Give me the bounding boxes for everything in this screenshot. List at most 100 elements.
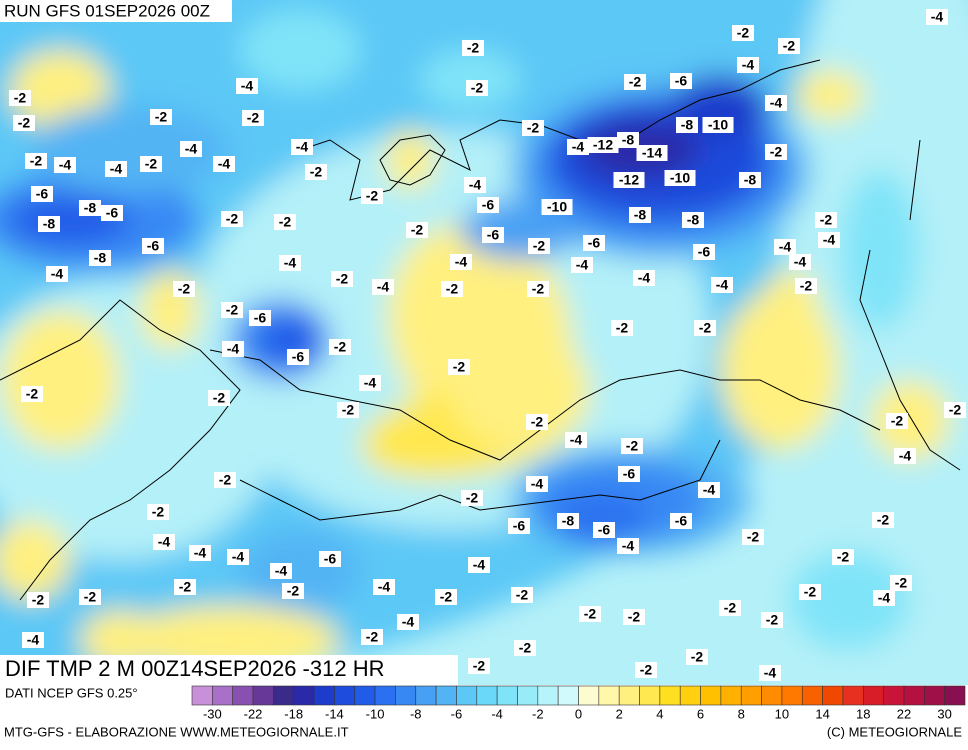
contour-label: -12 — [593, 137, 613, 153]
contour-label: -4 — [794, 254, 807, 270]
contour-label: -2 — [226, 302, 239, 318]
coastlines — [0, 59, 961, 601]
colorbar-swatch — [395, 685, 417, 706]
contour-label-box — [670, 513, 692, 529]
contour-label: -6 — [254, 310, 267, 326]
contour-label-box — [686, 649, 708, 665]
colorbar-swatch — [232, 685, 254, 706]
contour-label: -2 — [804, 584, 817, 600]
contour-label-box — [140, 156, 162, 172]
run-box — [0, 0, 232, 22]
contour-label: -8 — [622, 132, 635, 148]
contour-label: -4 — [823, 232, 836, 248]
contour-label-box — [31, 186, 53, 202]
colorbar-swatch — [801, 685, 823, 706]
contour-label-box — [633, 270, 655, 286]
contour-label-box — [221, 302, 243, 318]
contour-label-box — [450, 254, 472, 270]
contour-label: -2 — [533, 238, 546, 254]
contour-label-box — [567, 139, 589, 155]
contour-label: -4 — [218, 156, 231, 172]
contour-label-box — [557, 513, 579, 529]
temperature-field — [0, 0, 968, 685]
contour-label: -2 — [18, 115, 31, 131]
contour-label-box — [702, 117, 734, 133]
contour-label-box — [242, 110, 264, 126]
contour-label: -6 — [588, 235, 601, 251]
contour-label-box — [462, 40, 484, 56]
colorbar-swatch — [578, 685, 600, 706]
colorbar-tick-label: 18 — [856, 706, 870, 721]
colorbar-swatch — [456, 685, 478, 706]
contour-label: -6 — [675, 513, 688, 529]
contour-label-box — [676, 117, 698, 133]
contour-label: -2 — [766, 612, 779, 628]
contour-label: -2 — [877, 512, 890, 528]
contour-label-box — [464, 177, 486, 193]
contour-label: -2 — [616, 320, 629, 336]
contour-label: -4 — [110, 161, 123, 177]
contour-label-box — [461, 490, 483, 506]
contour-label-box — [319, 551, 341, 567]
contour-label: -4 — [455, 254, 468, 270]
contour-label: -8 — [681, 117, 694, 133]
contour-label-box — [101, 205, 123, 221]
coastline — [299, 59, 821, 201]
contour-label: -6 — [598, 522, 611, 538]
contour-label: -4 — [572, 139, 585, 155]
colorbar-swatch — [761, 685, 783, 706]
colorbar-swatch — [781, 685, 803, 706]
contour-label-box — [274, 214, 296, 230]
contour-label-box — [527, 281, 549, 297]
contour-label-box — [46, 266, 68, 282]
contour-label: -10 — [708, 117, 728, 133]
coastline — [909, 139, 921, 221]
field-blob — [780, 0, 968, 685]
contour-label: -4 — [703, 482, 716, 498]
contour-label: -2 — [626, 438, 639, 454]
contour-label-box — [305, 164, 327, 180]
contour-label: -2 — [820, 212, 833, 228]
contour-label-box — [565, 432, 587, 448]
contour-label-box — [583, 235, 605, 251]
contour-label: -2 — [366, 188, 379, 204]
contour-label: -6 — [482, 197, 495, 213]
source-label: DATI NCEP GFS 0.25° — [5, 685, 138, 700]
contour-label-box — [373, 579, 395, 595]
contour-label-box — [222, 341, 244, 357]
contour-label: -4 — [364, 375, 377, 391]
run-title: RUN GFS 01SEP2026 00Z — [4, 1, 210, 20]
colorbar-tick-label: -22 — [244, 706, 263, 721]
contour-label: -8 — [687, 212, 700, 228]
contour-label: -2 — [531, 414, 544, 430]
contour-label: -6 — [147, 238, 160, 254]
contour-label-box — [624, 74, 646, 90]
contour-label-box — [174, 579, 196, 595]
contour-label-box — [815, 212, 837, 228]
colorbar-tick-label: -14 — [325, 706, 344, 721]
contour-label-box — [105, 161, 127, 177]
colorbar-tick-label: 22 — [897, 706, 911, 721]
contour-label: -4 — [622, 538, 635, 554]
colorbar-swatch — [740, 685, 762, 706]
contour-label: -4 — [716, 277, 729, 293]
contour-label: -2 — [247, 110, 260, 126]
contour-label: -2 — [310, 164, 323, 180]
contour-label-box — [508, 518, 530, 534]
contour-label-box — [89, 250, 111, 266]
contour-label: -2 — [519, 640, 532, 656]
contour-label: -8 — [744, 172, 757, 188]
contour-label-box — [719, 600, 741, 616]
contour-label-box — [468, 658, 490, 674]
contour-label: -2 — [800, 278, 813, 294]
contour-label-box — [636, 145, 668, 161]
field-blob — [870, 380, 950, 460]
contour-label: -4 — [742, 57, 755, 73]
contour-label-box — [435, 589, 457, 605]
contour-label-box — [526, 476, 548, 492]
contour-label: -4 — [473, 557, 486, 573]
contour-label: -6 — [106, 205, 119, 221]
colorbar-swatch — [374, 685, 396, 706]
colorbar-swatch — [679, 685, 701, 706]
